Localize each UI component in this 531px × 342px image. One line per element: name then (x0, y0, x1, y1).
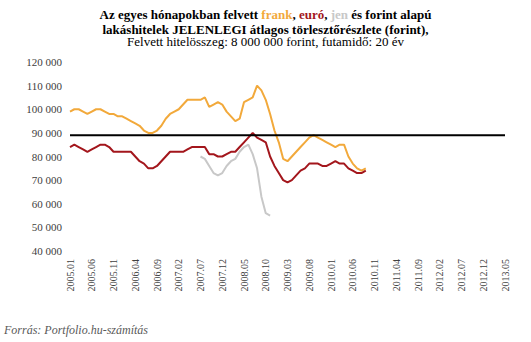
svg-text:50 000: 50 000 (32, 221, 63, 233)
svg-text:2006.09: 2006.09 (152, 259, 163, 292)
svg-text:2012.07: 2012.07 (456, 259, 467, 292)
svg-text:2005.11: 2005.11 (108, 259, 119, 291)
svg-text:2013.05: 2013.05 (500, 259, 511, 292)
svg-text:2007.12: 2007.12 (217, 259, 228, 292)
svg-text:2006.04: 2006.04 (130, 259, 141, 292)
svg-text:70 000: 70 000 (32, 174, 63, 186)
svg-text:Az egyes hónapokban felvett: Az egyes hónapokban felvett (100, 7, 262, 22)
svg-text:Forrás: Portfolio.hu-számítás: Forrás: Portfolio.hu-számítás (3, 323, 148, 337)
svg-text:forint: forint (365, 7, 397, 22)
svg-text:2005.01: 2005.01 (65, 259, 76, 292)
svg-text:2011.04: 2011.04 (391, 259, 402, 291)
svg-text:2012.12: 2012.12 (478, 259, 489, 292)
svg-text:2007.02: 2007.02 (173, 259, 184, 292)
svg-text:60 000: 60 000 (32, 198, 63, 210)
svg-text:2012.02: 2012.02 (434, 259, 445, 292)
svg-text:110 000: 110 000 (27, 80, 63, 92)
svg-text:80 000: 80 000 (32, 151, 63, 163)
svg-text:2011.09: 2011.09 (413, 259, 424, 291)
svg-text:Felvett hitelösszeg: 8 000 000: Felvett hitelösszeg: 8 000 000 forint, f… (127, 34, 404, 49)
svg-text:2005.06: 2005.06 (86, 259, 97, 292)
svg-text:2010.01: 2010.01 (326, 259, 337, 292)
svg-text:alapú: alapú (397, 7, 431, 22)
svg-text:frank: frank (261, 7, 293, 22)
svg-text:2007.07: 2007.07 (195, 259, 206, 292)
svg-text:2010.11: 2010.11 (369, 259, 380, 291)
svg-text:2008.05: 2008.05 (239, 259, 250, 292)
svg-text:lakáshitelek JELENLEGI átlagos: lakáshitelek JELENLEGI átlagos törlesztő… (102, 22, 429, 37)
svg-text:2009.03: 2009.03 (282, 259, 293, 292)
svg-text:euró: euró (299, 7, 324, 22)
svg-text:40 000: 40 000 (32, 245, 63, 257)
svg-text:jen: jen (330, 7, 349, 22)
svg-text:2010.06: 2010.06 (347, 259, 358, 292)
svg-text:és: és (348, 7, 365, 22)
svg-text:90 000: 90 000 (32, 127, 63, 139)
svg-text:100 000: 100 000 (26, 103, 62, 115)
svg-text:120 000: 120 000 (26, 56, 62, 68)
svg-text:2009.08: 2009.08 (304, 259, 315, 292)
svg-text:2008.10: 2008.10 (260, 259, 271, 292)
